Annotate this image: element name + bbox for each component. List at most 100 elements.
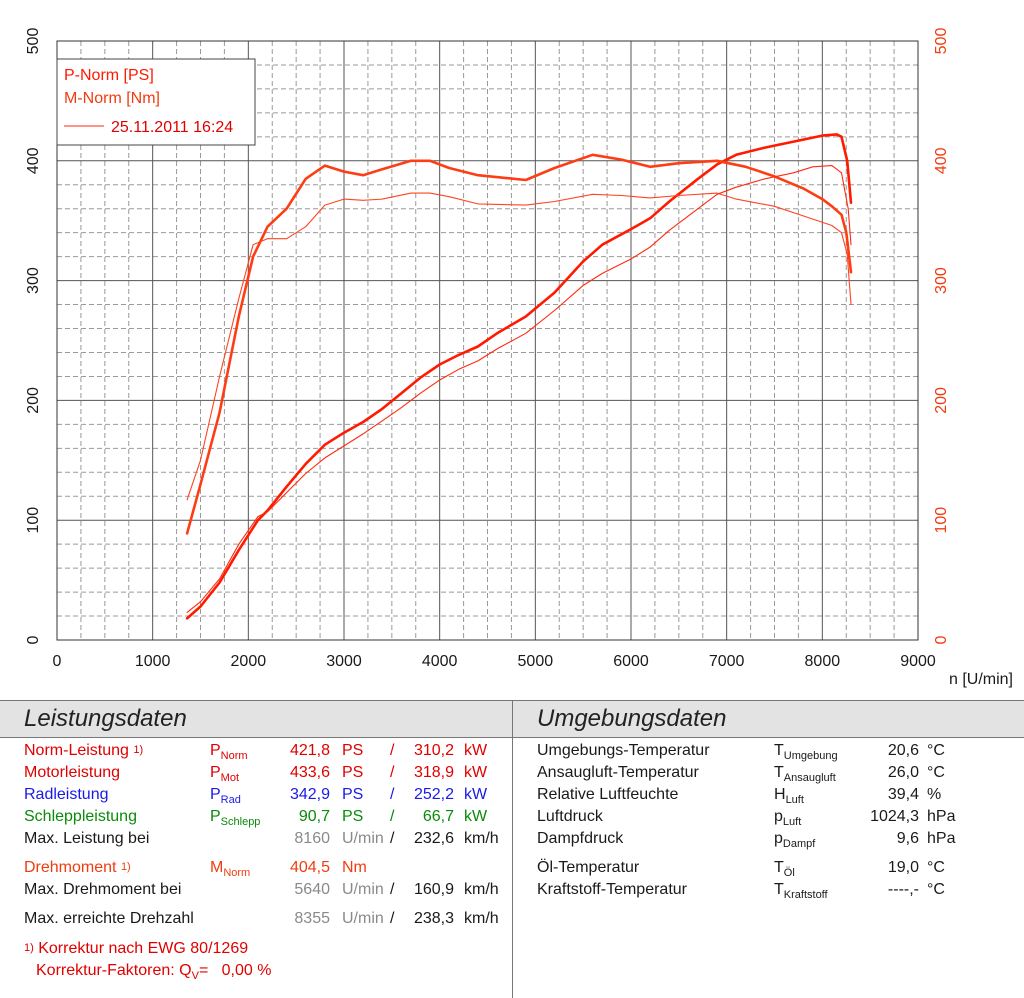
dyno-chart: 0 1000 2000 3000 4000 5000 6000 7000 8000 9000010…: [25, 28, 1013, 688]
series-line-power-reference: [186, 165, 852, 613]
separator: /: [390, 786, 395, 803]
series-line-torque: [185, 153, 853, 535]
legend-entry-reference-run: 25.11.2011 16:24: [111, 119, 233, 136]
symbol-subscript: Umgebung: [783, 750, 838, 762]
max-drehmoment-row: Max. Drehmoment bei 5640 U/min / 160,9 k…: [24, 881, 504, 901]
umgebung-label: Ansaugluft-Temperatur: [537, 764, 699, 781]
max-drehzahl-label: Max. erreichte Drehzahl: [24, 910, 194, 927]
value-kw: 66,7: [422, 808, 454, 825]
unit-rpm: U/min: [342, 881, 384, 898]
value-kw: 252,2: [413, 786, 454, 803]
unit-kw: kW: [464, 742, 488, 759]
x-tick-label: 3000: [326, 653, 362, 670]
value-torque: 404,5: [289, 859, 330, 876]
umgebung-unit: °C: [927, 764, 945, 781]
symbol: P: [210, 764, 221, 781]
unit-speed: km/h: [464, 881, 499, 898]
schleppleistung-row: Schleppleistung PSchlepp 90,7 PS / 66,7 …: [24, 808, 504, 828]
footnote-line-2: Korrektur-Faktoren: QV= 0,00 %: [36, 962, 506, 982]
y-left-tick-label: 500: [25, 28, 42, 55]
unit-ps: PS: [342, 742, 364, 759]
umgebung-row: Relative Luftfeuchte HLuft 39,4%: [537, 786, 1007, 806]
leistungsdaten-panel: Leistungsdaten Norm-Leistung 1) PNorm 42…: [0, 700, 512, 998]
umgebung-unit: hPa: [927, 830, 956, 847]
plot-frame: [56, 40, 919, 641]
leistungsdaten-title: Leistungsdaten: [0, 700, 512, 738]
umgebung-row: Kraftstoff-Temperatur TKraftstoff ----,- °C: [537, 881, 1007, 901]
value-ps: 433,6: [289, 764, 330, 781]
series-line-power: [185, 133, 853, 620]
norm-leistung-label: Norm-Leistung: [24, 742, 129, 759]
umgebung-value: 20,6: [887, 742, 919, 759]
umgebung-row: Luftdruck pLuft 1024,3 hPa: [537, 808, 1007, 828]
value-rpm: 8160: [294, 830, 330, 847]
umgebung-label: Dampfdruck: [537, 830, 624, 847]
symbol: p: [774, 830, 783, 847]
umgebung-value: 39,4: [887, 786, 919, 803]
y-left-tick-label: 400: [25, 147, 42, 174]
footnote-line-1: 1) Korrektur nach EWG 80/1269: [24, 940, 504, 960]
symbol: T: [774, 881, 784, 898]
separator: /: [390, 830, 395, 847]
symbol-subscript: Norm: [220, 750, 248, 762]
y-left-tick-label: 200: [25, 387, 42, 414]
umgebung-unit: %: [927, 786, 942, 803]
korrektur-faktoren-value: = 0,00 %: [198, 962, 272, 979]
max-drehzahl-row: Max. erreichte Drehzahl 8355 U/min / 238…: [24, 910, 504, 930]
x-tick-label: 4000: [422, 653, 458, 670]
umgebung-unit: °C: [927, 742, 945, 759]
symbol-subscript: Luft: [785, 794, 804, 806]
symbol: p: [774, 808, 783, 825]
symbol-subscript: Ansaugluft: [783, 772, 836, 784]
x-tick-label: 1000: [135, 653, 171, 670]
symbol: P: [210, 808, 221, 825]
drehmoment-row: Drehmoment 1) MNorm 404,5 Nm: [24, 859, 504, 879]
value-speed: 160,9: [413, 881, 454, 898]
x-tick-label: 7000: [709, 653, 745, 670]
value-speed: 238,3: [413, 910, 454, 927]
symbol: P: [210, 786, 221, 803]
separator: /: [390, 881, 395, 898]
drehmoment-label: Drehmoment: [24, 859, 117, 876]
unit-ps: PS: [342, 764, 364, 781]
unit-kw: kW: [464, 764, 488, 781]
legend: P-Norm [PS] M-Norm [Nm] 25.11.2011 16:24: [56, 58, 256, 146]
y-left-tick-label: 100: [25, 507, 42, 534]
symbol-subscript: Luft: [782, 816, 802, 828]
value-ps: 421,8: [289, 742, 330, 759]
umgebung-row: Ansaugluft-Temperatur TAnsaugluft 26,0 °C: [537, 764, 1007, 784]
unit-ps: PS: [342, 808, 364, 825]
unit-torque: Nm: [342, 859, 367, 876]
korrektur-faktoren-label: Korrektur-Faktoren: Q: [36, 962, 192, 979]
motorleistung-row: Motorleistung PMot 433,6 PS / 318,9 kW: [24, 764, 504, 784]
legend-entry-power: P-Norm [PS]: [64, 67, 154, 84]
symbol: M: [210, 859, 224, 876]
legend-entry-torque: M-Norm [Nm]: [64, 90, 160, 107]
unit-kw: kW: [464, 808, 488, 825]
radleistung-label: Radleistung: [24, 786, 109, 803]
umgebung-row: Öl-Temperatur TÖl 19,0 °C: [537, 859, 1007, 879]
symbol-subscript: Mot: [220, 772, 240, 784]
motorleistung-label: Motorleistung: [24, 764, 121, 781]
x-tick-label: 6000: [613, 653, 649, 670]
separator: /: [390, 910, 395, 927]
symbol: T: [774, 764, 784, 781]
symbol-subscript: Schlepp: [220, 816, 261, 828]
symbol: H: [774, 786, 786, 803]
unit-ps: PS: [342, 786, 364, 803]
x-axis-label: n [U/min]: [949, 671, 1013, 688]
value-ps: 342,9: [289, 786, 330, 803]
value-kw: 310,2: [413, 742, 454, 759]
umgebung-value: 19,0: [887, 859, 919, 876]
unit-kw: kW: [464, 786, 488, 803]
umgebung-label: Kraftstoff-Temperatur: [537, 881, 687, 898]
korrektur-text: Korrektur nach EWG 80/1269: [38, 940, 249, 957]
y-right-tick-label: 200: [933, 387, 950, 414]
unit-speed: km/h: [464, 830, 499, 847]
umgebung-label: Öl-Temperatur: [537, 859, 640, 876]
unit-rpm: U/min: [342, 830, 384, 847]
symbol-subscript: Kraftstoff: [783, 889, 828, 901]
radleistung-row: Radleistung PRad 342,9 PS / 252,2 kW: [24, 786, 504, 806]
x-tick-label: 9000: [900, 653, 936, 670]
umgebung-unit: hPa: [927, 808, 956, 825]
